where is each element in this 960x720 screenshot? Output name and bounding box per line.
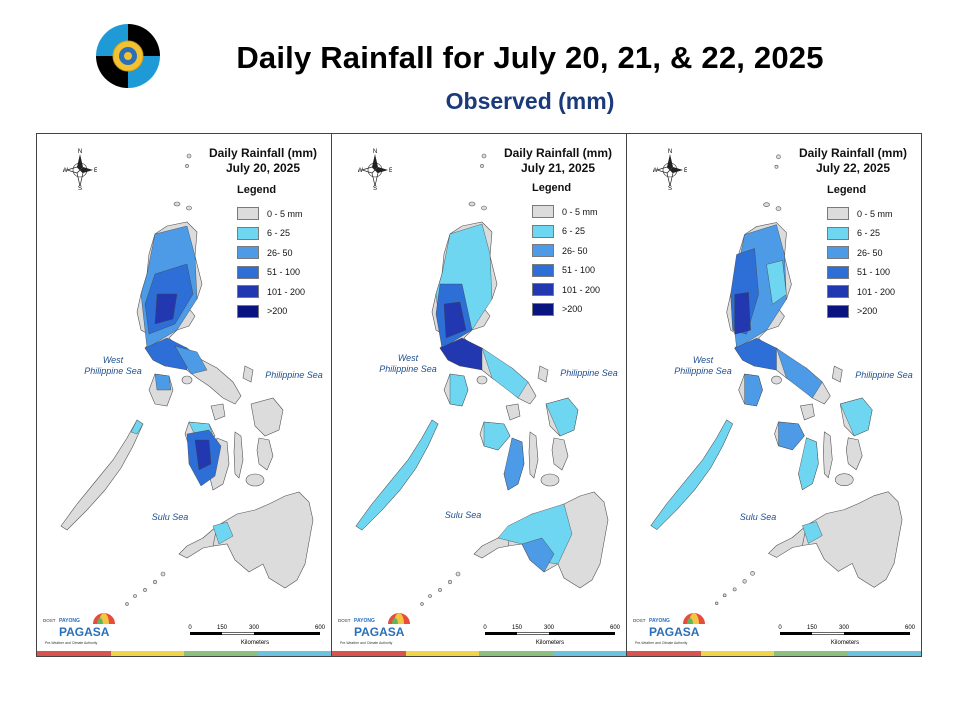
philippines-map: [332, 134, 627, 656]
scale-bar: 0 150 300 600 Kilometers: [483, 625, 621, 646]
svg-text:300: 300: [839, 625, 850, 631]
legend-item: >200: [237, 302, 327, 322]
svg-text:600: 600: [315, 625, 326, 631]
legend-item: 51 - 100: [827, 263, 917, 283]
svg-text:DOST: DOST: [633, 618, 646, 623]
legend-item: 0 - 5 mm: [237, 204, 327, 224]
svg-text:PAYONG: PAYONG: [649, 618, 670, 624]
svg-text:S: S: [78, 186, 82, 190]
svg-text:PAYONG: PAYONG: [354, 618, 375, 624]
map-legend: Legend 0 - 5 mm 6 - 25 26- 50 51 - 100 1…: [827, 184, 917, 321]
svg-text:PAGASA: PAGASA: [59, 625, 110, 639]
svg-text:E: E: [389, 168, 392, 174]
svg-text:PAGASA: PAGASA: [354, 625, 405, 639]
svg-text:S: S: [668, 186, 672, 190]
svg-text:E: E: [94, 168, 97, 174]
legend-item: 6 - 25: [532, 222, 622, 242]
map-legend: Legend 0 - 5 mm 6 - 25 26- 50 51 - 100 1…: [532, 182, 622, 319]
svg-text:S: S: [373, 186, 377, 190]
svg-text:300: 300: [249, 625, 260, 631]
page-subtitle: Observed (mm): [445, 88, 615, 114]
legend-item: 101 - 200: [827, 282, 917, 302]
footer-color-stripe: [627, 651, 921, 656]
sulu-sea-label: Sulu Sea: [444, 510, 482, 520]
legend-title: Legend: [237, 184, 277, 196]
rainfall-map-july-20: Daily Rainfall (mm) July 20, 2025 Legend …: [37, 134, 332, 656]
svg-text:N: N: [78, 149, 82, 155]
svg-text:W: W: [653, 168, 658, 174]
legend-item: 0 - 5 mm: [827, 204, 917, 224]
west-philippine-sea-label: West Philippine Sea: [379, 353, 437, 374]
svg-text:PAYONG: PAYONG: [59, 618, 80, 624]
sulu-sea-label: Sulu Sea: [739, 512, 777, 522]
dost-pagasa-logo: DOST PAYONG PAGASA Pre-Weather and Clima…: [338, 613, 410, 645]
legend-item: 26- 50: [237, 243, 327, 263]
svg-text:Kilometers: Kilometers: [241, 640, 269, 646]
legend-item: 26- 50: [532, 241, 622, 261]
sulu-sea-label: Sulu Sea: [151, 512, 189, 522]
west-philippine-sea-label: West Philippine Sea: [674, 355, 732, 376]
footer-color-stripe: [332, 651, 626, 656]
legend-item: 51 - 100: [237, 263, 327, 283]
svg-text:PAGASA: PAGASA: [649, 625, 700, 639]
philippine-sea-label: Philippine Sea: [560, 368, 618, 378]
pagasa-seal-logo: [94, 22, 162, 90]
page-title: Daily Rainfall for July 20, 21, & 22, 20…: [236, 40, 824, 75]
legend-item: >200: [532, 300, 622, 320]
rainfall-map-july-22: Daily Rainfall (mm) July 22, 2025 Legend …: [627, 134, 921, 656]
svg-text:E: E: [684, 168, 687, 174]
svg-text:DOST: DOST: [338, 618, 351, 623]
svg-text:150: 150: [807, 625, 818, 631]
svg-text:W: W: [358, 168, 363, 174]
svg-text:600: 600: [610, 625, 621, 631]
north-arrow-icon: N S W E: [653, 149, 687, 190]
philippine-sea-label: Philippine Sea: [265, 370, 323, 380]
svg-text:150: 150: [217, 625, 228, 631]
legend-title: Legend: [827, 184, 867, 196]
philippines-map: [627, 134, 921, 656]
map-title: Daily Rainfall (mm) July 21, 2025: [503, 146, 612, 175]
map-legend: Legend 0 - 5 mm 6 - 25 26- 50 51 - 100 1…: [237, 184, 327, 321]
north-arrow-icon: N S W E: [63, 149, 97, 190]
svg-text:Pre-Weather and Climate Author: Pre-Weather and Climate Authority: [635, 641, 688, 645]
svg-text:0: 0: [188, 625, 192, 631]
svg-text:150: 150: [512, 625, 523, 631]
svg-text:Pre-Weather and Climate Author: Pre-Weather and Climate Authority: [45, 641, 98, 645]
footer-color-stripe: [37, 651, 331, 656]
north-arrow-icon: N S W E: [358, 149, 392, 190]
philippine-sea-label: Philippine Sea: [855, 370, 913, 380]
dost-pagasa-logo: DOST PAYONG PAGASA Pre-Weather and Clima…: [633, 613, 705, 645]
legend-item: 101 - 200: [532, 280, 622, 300]
svg-text:0: 0: [483, 625, 487, 631]
legend-item: 0 - 5 mm: [532, 202, 622, 222]
legend-item: 6 - 25: [237, 224, 327, 244]
legend-title: Legend: [532, 182, 572, 194]
svg-text:W: W: [63, 168, 68, 174]
rainfall-maps-container: Daily Rainfall (mm) July 20, 2025 Legend …: [36, 133, 922, 657]
map-title: Daily Rainfall (mm) July 22, 2025: [798, 146, 907, 175]
legend-item: 6 - 25: [827, 224, 917, 244]
svg-text:0: 0: [778, 625, 782, 631]
rainfall-map-july-21: Daily Rainfall (mm) July 21, 2025 Legend …: [332, 134, 627, 656]
legend-item: 51 - 100: [532, 261, 622, 281]
svg-text:N: N: [373, 149, 377, 155]
legend-item: >200: [827, 302, 917, 322]
scale-bar: 0 150 300 600 Kilometers: [188, 625, 326, 646]
svg-text:Kilometers: Kilometers: [536, 640, 564, 646]
dost-pagasa-logo: DOST PAYONG PAGASA Pre-Weather and Clima…: [43, 613, 115, 645]
svg-text:Kilometers: Kilometers: [831, 640, 859, 646]
scale-bar: 0 150 300 600 Kilometers: [778, 625, 916, 646]
svg-text:N: N: [668, 149, 672, 155]
west-philippine-sea-label: West Philippine Sea: [84, 355, 142, 376]
svg-text:Pre-Weather and Climate Author: Pre-Weather and Climate Authority: [340, 641, 393, 645]
legend-item: 101 - 200: [237, 282, 327, 302]
map-title: Daily Rainfall (mm) July 20, 2025: [208, 146, 317, 175]
svg-text:300: 300: [544, 625, 555, 631]
legend-item: 26- 50: [827, 243, 917, 263]
svg-text:DOST: DOST: [43, 618, 56, 623]
svg-text:600: 600: [905, 625, 916, 631]
philippines-map: [37, 134, 332, 656]
